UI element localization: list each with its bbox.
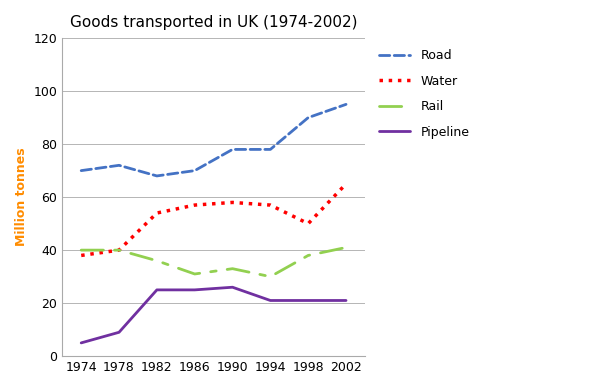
Legend: Road, Water, Rail, Pipeline: Road, Water, Rail, Pipeline	[374, 44, 475, 144]
Line: Rail: Rail	[81, 247, 346, 277]
Line: Water: Water	[81, 184, 346, 256]
Road	[266, 147, 274, 152]
Title: Goods transported in UK (1974-2002): Goods transported in UK (1974-2002)	[70, 15, 357, 30]
Pipeline	[153, 287, 160, 292]
Water	[153, 211, 160, 216]
Y-axis label: Million tonnes: Million tonnes	[15, 148, 28, 247]
Rail	[229, 266, 236, 271]
Road	[229, 147, 236, 152]
Water	[77, 253, 85, 258]
Rail	[191, 272, 198, 276]
Rail	[266, 274, 274, 279]
Line: Road: Road	[81, 104, 346, 176]
Rail	[343, 245, 350, 250]
Pipeline	[305, 298, 312, 303]
Rail	[305, 253, 312, 258]
Water	[229, 200, 236, 205]
Pipeline	[229, 285, 236, 289]
Pipeline	[343, 298, 350, 303]
Rail	[77, 248, 85, 252]
Pipeline	[115, 330, 123, 335]
Pipeline	[77, 340, 85, 345]
Road	[77, 168, 85, 173]
Line: Pipeline: Pipeline	[81, 287, 346, 343]
Water	[266, 203, 274, 207]
Water	[343, 182, 350, 186]
Road	[115, 163, 123, 168]
Road	[305, 115, 312, 120]
Rail	[115, 248, 123, 252]
Pipeline	[191, 287, 198, 292]
Road	[153, 173, 160, 178]
Water	[305, 221, 312, 226]
Road	[191, 168, 198, 173]
Rail	[153, 258, 160, 263]
Water	[191, 203, 198, 207]
Water	[115, 248, 123, 252]
Pipeline	[266, 298, 274, 303]
Road	[343, 102, 350, 107]
